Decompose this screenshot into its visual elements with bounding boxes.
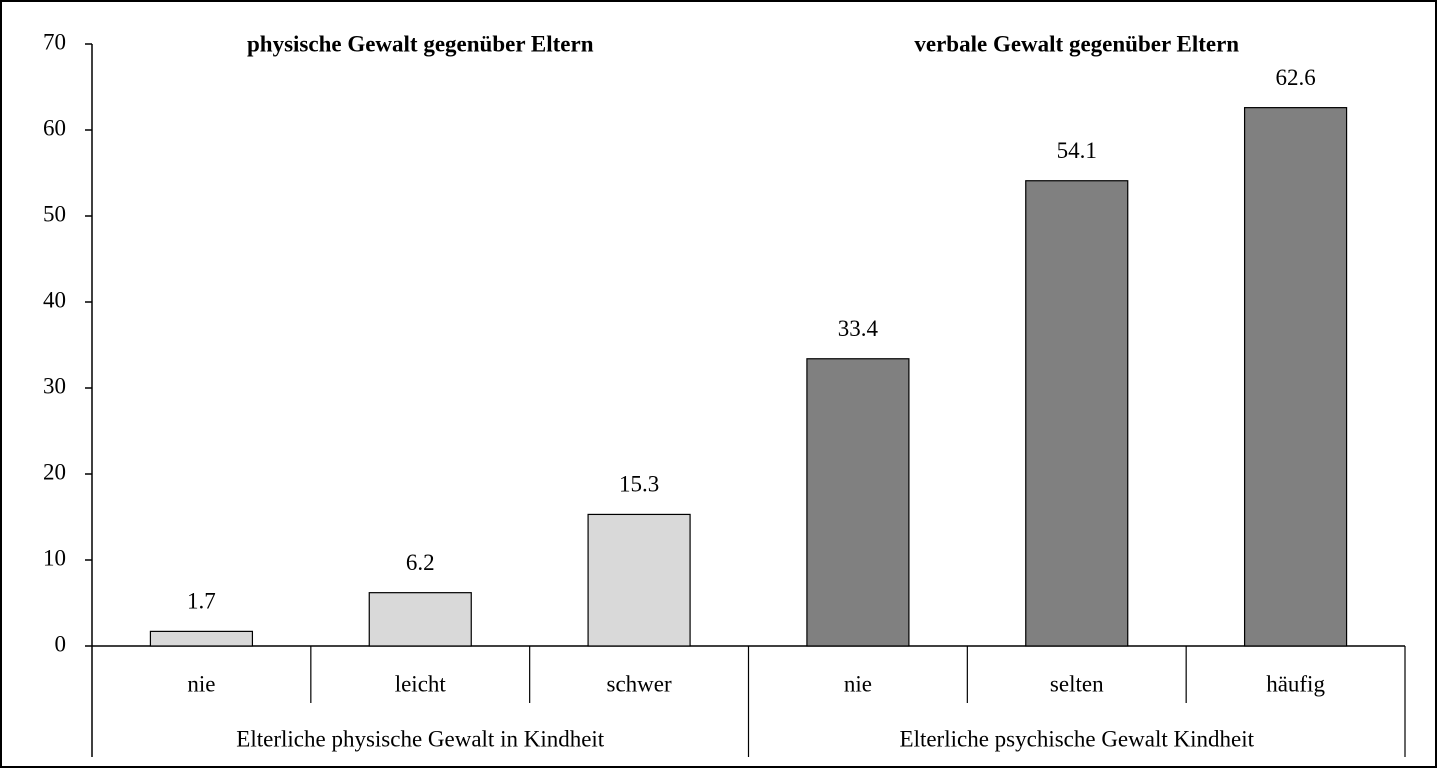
bar <box>1025 180 1129 647</box>
value-label: 33.4 <box>838 316 879 341</box>
value-label: 1.7 <box>187 589 216 614</box>
x-tick-label: schwer <box>607 671 672 696</box>
group-label: Elterliche psychische Gewalt Kindheit <box>900 726 1255 751</box>
bar <box>1243 107 1348 647</box>
x-tick-label: nie <box>187 671 215 696</box>
y-tick-label: 40 <box>43 287 66 312</box>
group-label: Elterliche physische Gewalt in Kindheit <box>236 726 605 751</box>
value-label: 15.3 <box>619 472 659 497</box>
bar <box>806 358 910 647</box>
y-tick-label: 0 <box>55 631 67 656</box>
bar <box>368 592 472 647</box>
group-title: verbale Gewalt gegenüber Eltern <box>914 31 1239 56</box>
value-label: 62.6 <box>1275 65 1315 90</box>
y-tick-label: 20 <box>43 459 66 484</box>
value-label: 6.2 <box>406 550 435 575</box>
y-tick-label: 50 <box>43 201 66 226</box>
y-tick-label: 30 <box>43 373 66 398</box>
x-tick-label: leicht <box>395 671 447 696</box>
group-title: physische Gewalt gegenüber Eltern <box>247 31 594 56</box>
y-tick-label: 70 <box>43 29 66 54</box>
y-tick-label: 10 <box>43 545 66 570</box>
y-tick-label: 60 <box>43 115 66 140</box>
value-label: 54.1 <box>1057 138 1097 163</box>
x-tick-label: selten <box>1050 671 1104 696</box>
x-tick-label: nie <box>844 671 872 696</box>
x-tick-label: häufig <box>1266 671 1325 696</box>
bar <box>149 630 254 647</box>
bar <box>587 513 691 647</box>
